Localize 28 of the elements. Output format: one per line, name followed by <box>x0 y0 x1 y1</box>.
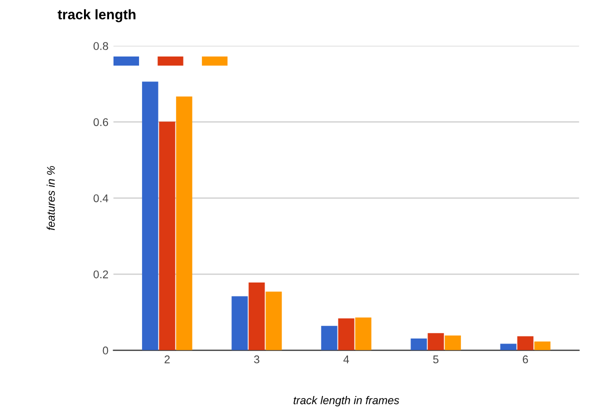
bar <box>428 333 444 350</box>
bar <box>266 292 282 350</box>
x-tick-label: 2 <box>164 355 170 364</box>
y-tick-label: 0.8 <box>94 42 108 50</box>
bar <box>248 282 265 350</box>
bar <box>321 326 338 350</box>
x-tick-label: 4 <box>343 356 350 364</box>
bar <box>232 296 248 350</box>
bar <box>159 122 176 350</box>
chart-title: track length <box>58 9 136 22</box>
y-tick-label: 0.6 <box>94 118 108 126</box>
y-axis-title: features in % <box>46 166 55 230</box>
bar <box>500 344 516 350</box>
x-tick-label: 3 <box>254 355 260 364</box>
bar <box>338 318 354 350</box>
y-tick-label: 0 <box>102 346 108 354</box>
bar <box>517 336 534 350</box>
bar <box>534 342 550 350</box>
x-axis-title: track length in frames <box>294 396 400 406</box>
bar <box>355 318 372 350</box>
bar <box>142 82 158 350</box>
y-tick-label: 0.4 <box>94 194 108 202</box>
bar <box>444 335 461 350</box>
bar <box>176 96 192 350</box>
bar <box>410 338 427 350</box>
x-tick-label: 5 <box>433 356 438 364</box>
x-tick-label: 6 <box>522 355 528 364</box>
y-tick-label: 0.2 <box>94 270 108 278</box>
